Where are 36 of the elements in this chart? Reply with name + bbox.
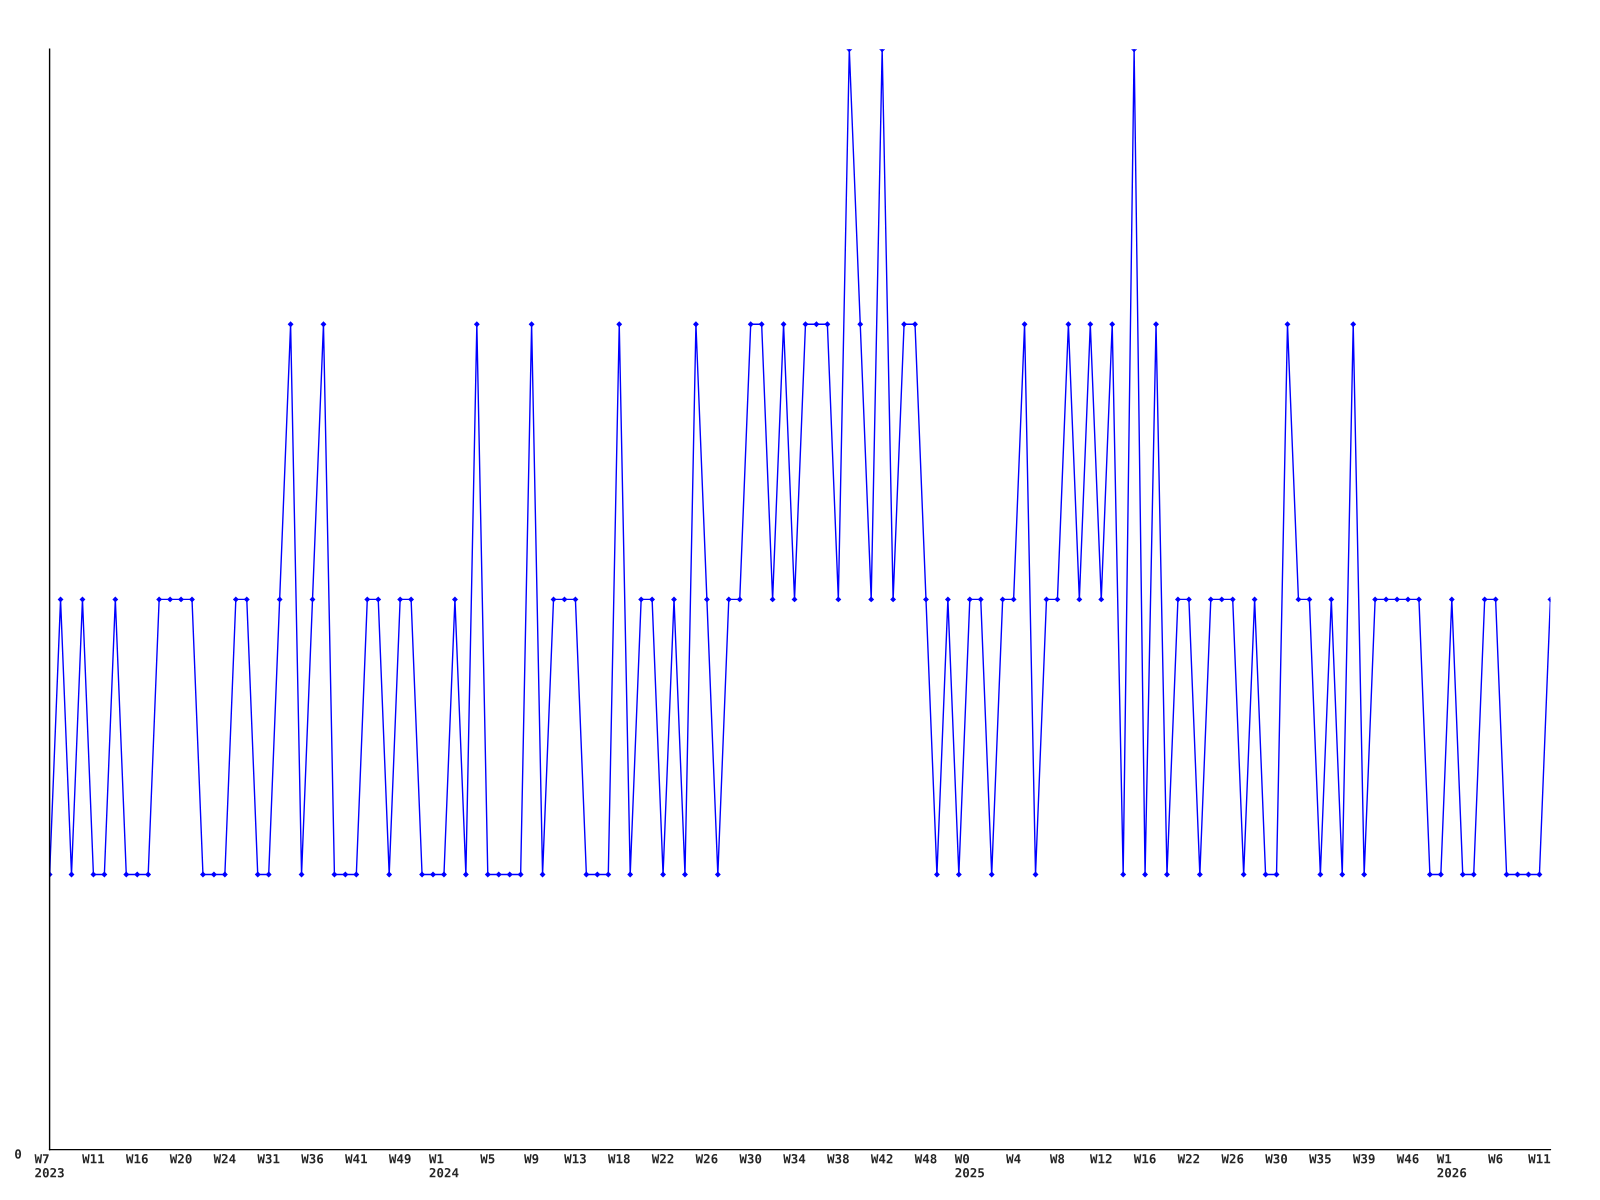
x-tick-label: W22 (651, 1153, 674, 1164)
x-tick-label: W16 (125, 1154, 148, 1164)
x-tick-label: W11 (82, 1154, 105, 1164)
x-tick-label: W22 (1177, 1153, 1200, 1164)
x-tick-label: W9 (524, 1154, 539, 1164)
x-tick-label: W24 (213, 1153, 236, 1164)
x-tick-label: W0 2025 (954, 1153, 984, 1178)
x-tick-label: W26 (695, 1153, 718, 1164)
x-tick-label: W26 (1221, 1153, 1244, 1164)
x-tick-label: W4 (1006, 1154, 1021, 1164)
x-tick-label: W31 (257, 1153, 280, 1164)
x-tick-label: W30 (1265, 1153, 1288, 1164)
x-tick-label: W16 (1133, 1154, 1156, 1164)
text: 0 (15, 1149, 22, 1159)
x-tick-label: W36 (301, 1153, 324, 1164)
x-tick-label: W39 (1352, 1153, 1375, 1164)
x-tick-label: W41 (345, 1154, 368, 1164)
x-tick-label: W5 (480, 1154, 495, 1164)
x-tick-label: W13 (564, 1153, 586, 1164)
x-tick-label: W7 2023 (34, 1154, 64, 1178)
x-tick-label: W18 (607, 1153, 630, 1164)
x-tick-label: W42 (870, 1153, 893, 1164)
x-tick-label: W30 (739, 1153, 762, 1164)
x-tick-label: W8 (1049, 1153, 1065, 1164)
x-tick-label: W34 (783, 1153, 806, 1164)
x-tick-label: W1 2024 (428, 1154, 459, 1178)
x-tick-label: W20 (169, 1153, 192, 1164)
x-tick-label: W48 (914, 1153, 937, 1164)
x-tick-label: W11 (1528, 1154, 1551, 1164)
x-tick-label: W49 (388, 1154, 411, 1164)
x-tick-label: W46 (1396, 1154, 1419, 1164)
x-tick-label: W38 (827, 1153, 849, 1164)
x-tick-label: W1 2026 (1436, 1154, 1467, 1178)
x-tick-label: W12 (1089, 1153, 1112, 1164)
x-tick-label: W6 (1488, 1154, 1503, 1164)
x-tick-label: W35 (1309, 1153, 1331, 1164)
